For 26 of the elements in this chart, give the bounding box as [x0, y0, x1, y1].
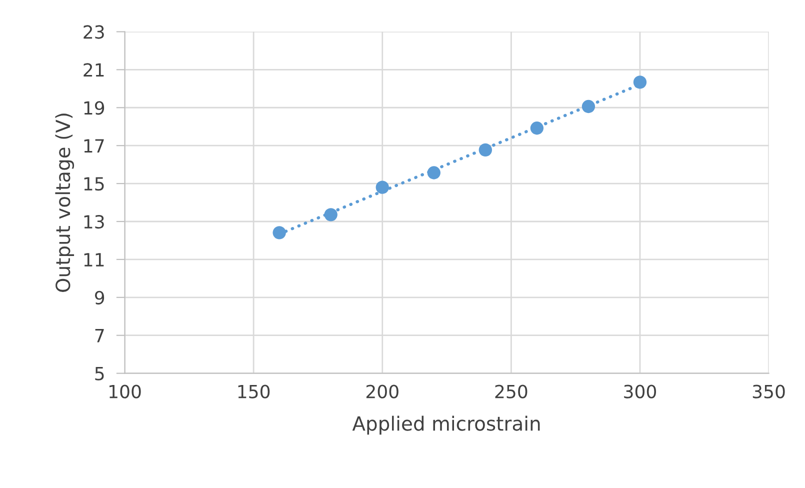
point [324, 208, 338, 222]
point [633, 76, 647, 89]
y-tick-label: 5 [95, 367, 104, 380]
y-tick-label: 15 [84, 177, 104, 191]
y-tick-label: 23 [84, 25, 104, 39]
y-tick-label: 21 [84, 63, 104, 77]
y-tick-label: 13 [84, 214, 104, 229]
point [478, 143, 492, 157]
y-tick-label: 9 [94, 290, 104, 305]
x-axis-title: Applied microstrain [352, 416, 540, 435]
y-axis-title: Output voltage (V) [55, 114, 74, 292]
x-tick-label: 200 [366, 384, 398, 398]
x-tick-label: 250 [495, 384, 528, 398]
point [427, 166, 440, 180]
point [582, 100, 596, 114]
point [376, 180, 389, 194]
y-tick-label: 7 [95, 329, 104, 342]
x-tick-label: 350 [752, 384, 785, 398]
x-tick-label: 100 [110, 384, 141, 398]
point [530, 122, 544, 135]
x-tick-label: 150 [238, 384, 270, 398]
x-tick-label: 300 [624, 384, 656, 398]
y-tick-label: 17 [84, 139, 104, 152]
y-tick-label: 19 [84, 101, 104, 115]
point [272, 226, 286, 240]
y-tick-label: 11 [84, 253, 104, 266]
